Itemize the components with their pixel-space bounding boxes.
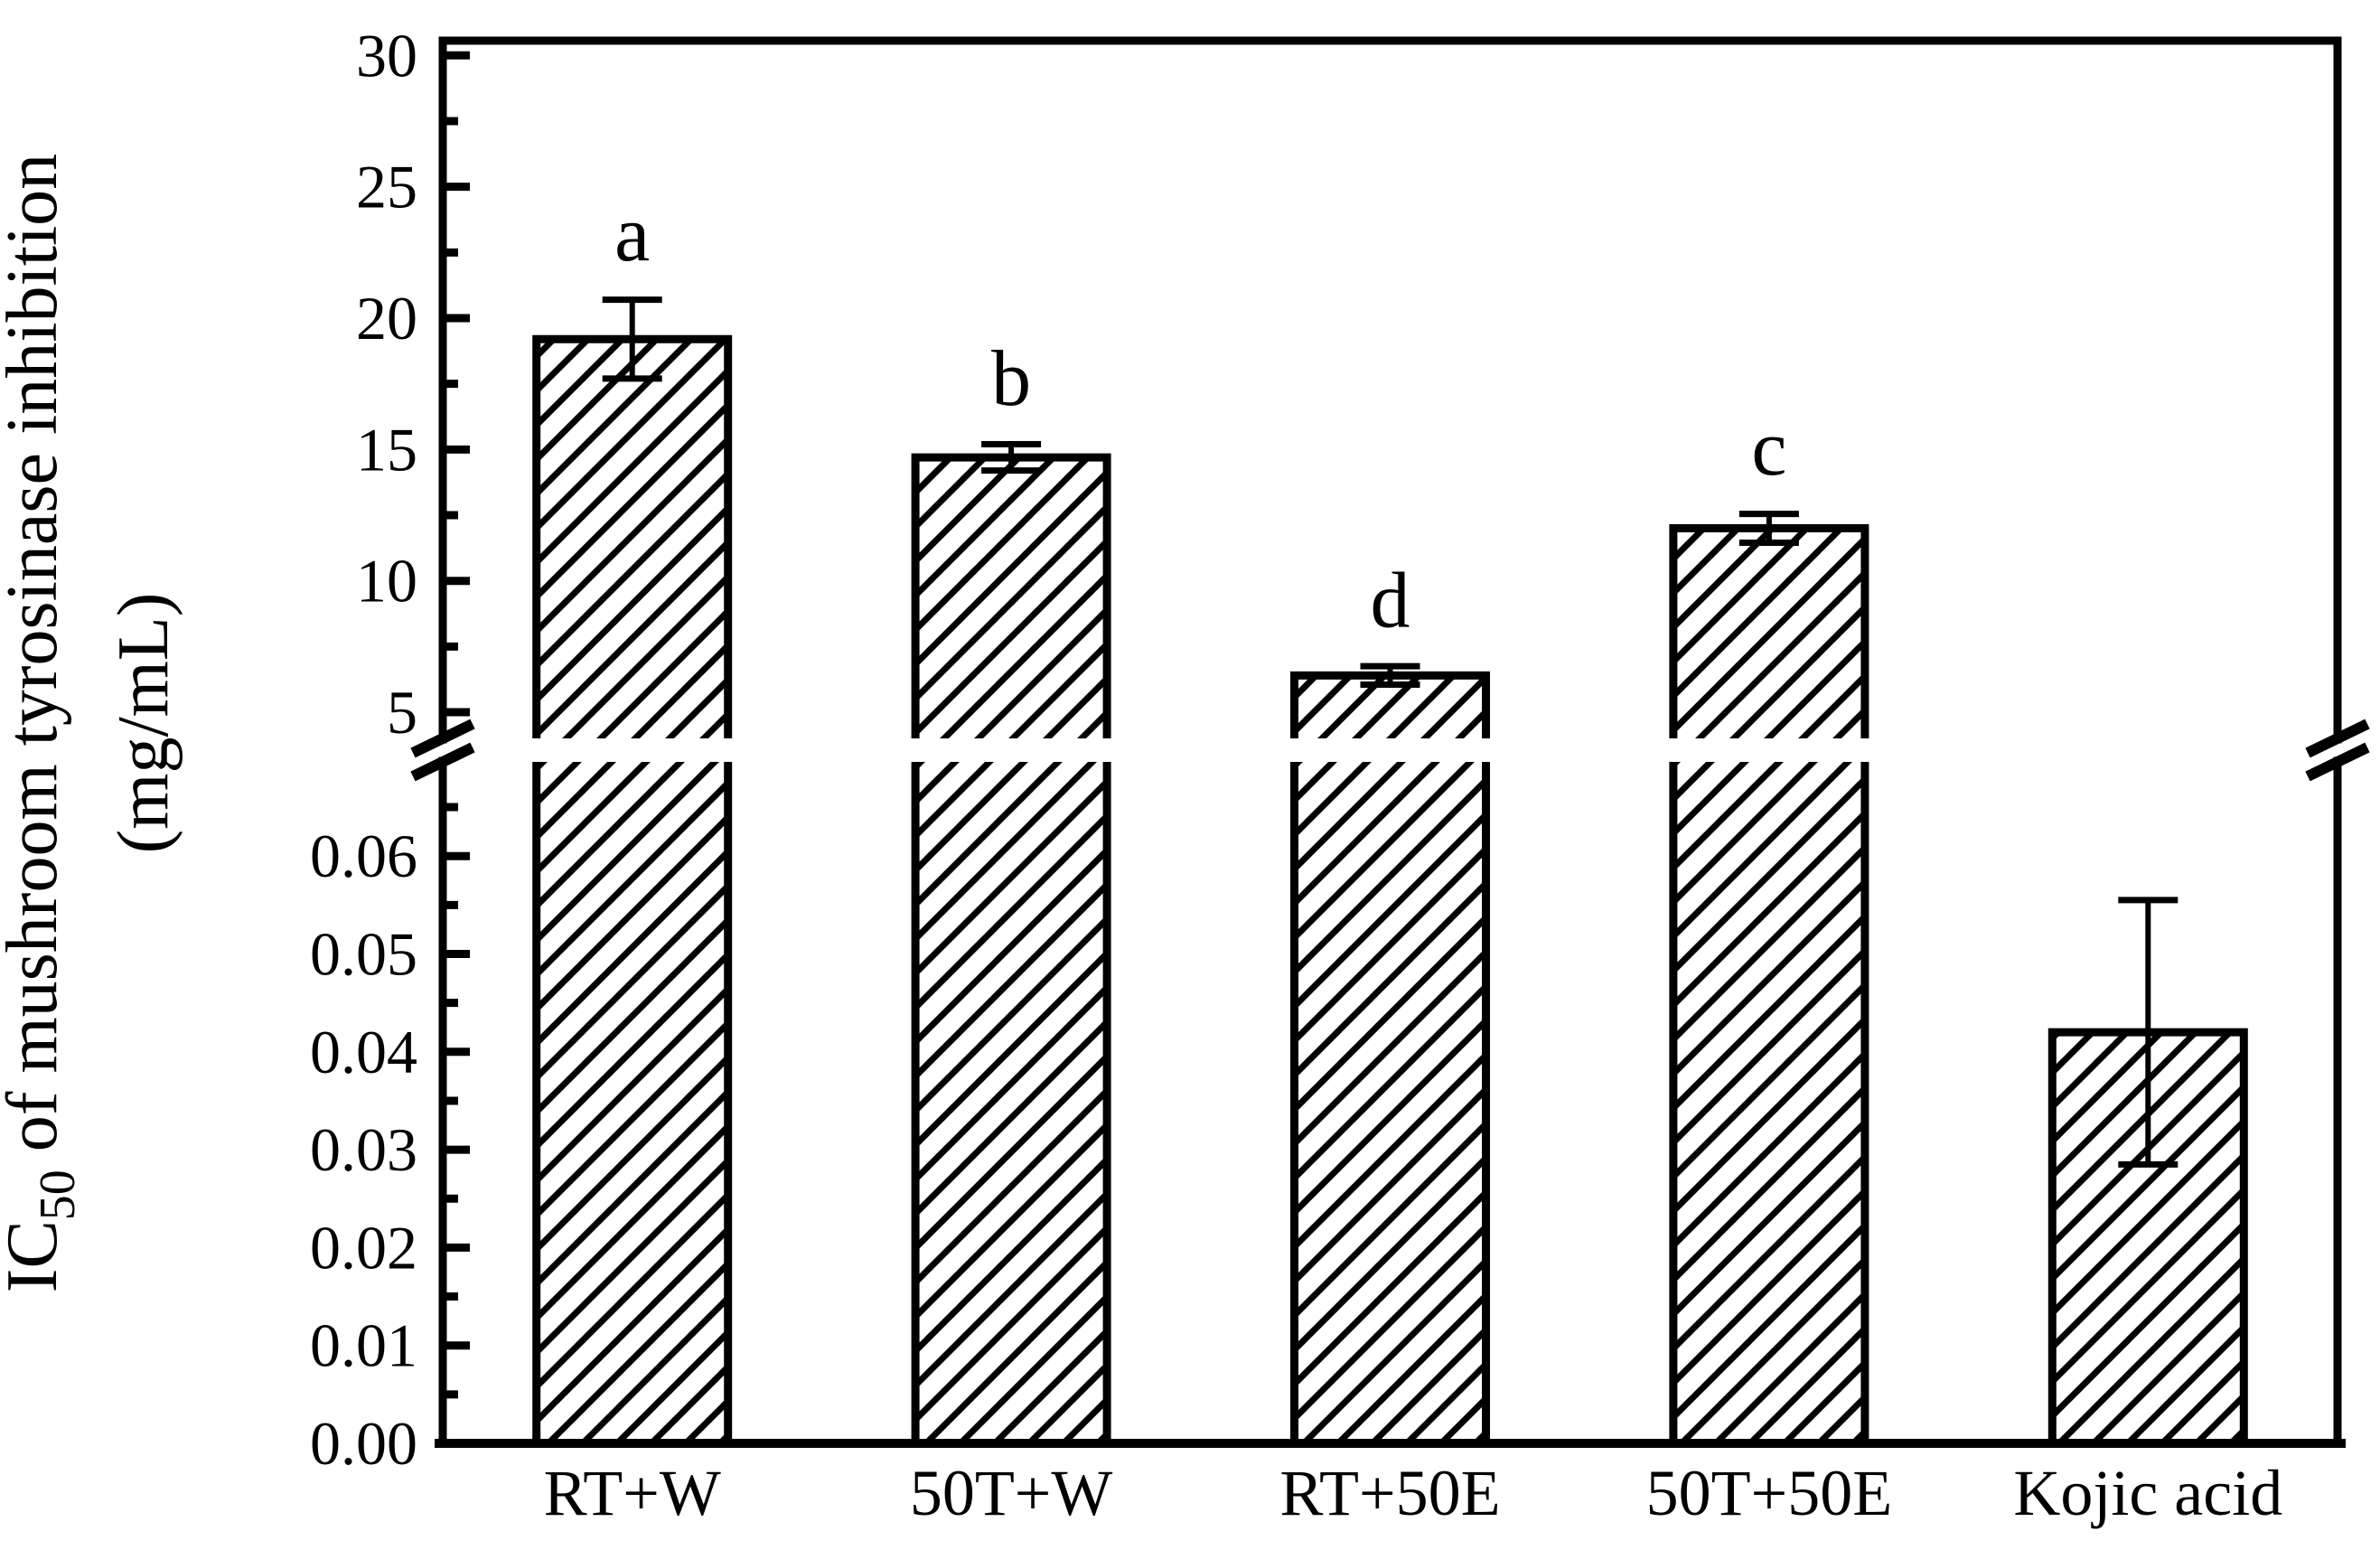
x-category-label-rt-w: RT+W	[544, 1457, 721, 1529]
sig-letter-d: d	[1371, 558, 1410, 645]
plot-frame	[435, 36, 2346, 1448]
error-bar-50t-w	[981, 441, 1042, 474]
axes-group	[410, 36, 2370, 1448]
bar-50t-50e	[1669, 524, 1869, 1443]
bar-rt-w	[532, 334, 733, 1443]
y-axis-title-units: (mg/mL)	[104, 593, 183, 854]
x-category-label-50t-w: 50T+W	[910, 1457, 1113, 1529]
error-bar-rt-w	[602, 296, 662, 382]
y-tick-label-lower: 0.02	[310, 1213, 417, 1282]
y-tick-label-upper: 5	[387, 678, 417, 747]
labels-group: a b d c 5 10 15 20 25 30 0.00 0.01 0.02 0.03 0.04 0.05 0…	[0, 21, 2282, 1529]
error-bar-kojic-acid	[2118, 897, 2179, 1168]
y-tick-label-upper: 20	[356, 284, 417, 352]
y-tick-label-upper: 30	[356, 21, 417, 89]
error-bar-50t-50e	[1738, 511, 1799, 547]
sig-letter-a: a	[614, 191, 650, 278]
y-tick-label-upper: 15	[356, 415, 417, 484]
x-category-label-50t-50e: 50T+50E	[1646, 1457, 1893, 1529]
x-category-label-rt-50e: RT+50E	[1279, 1457, 1500, 1529]
error-bars-group	[602, 296, 2179, 1168]
y-axis-title: IC50 of mushroom tyrosinase inhibition	[0, 154, 86, 1292]
sig-letter-b: b	[991, 335, 1031, 423]
y-tick-label-lower: 0.06	[310, 822, 417, 890]
bar-50t-w	[911, 453, 1111, 1443]
y-tick-label-upper: 25	[356, 153, 417, 221]
bars-group	[532, 334, 2248, 1443]
y-tick-label-lower: 0.00	[310, 1409, 417, 1478]
axis-break-marks	[410, 719, 2370, 782]
y-tick-label-lower: 0.03	[310, 1115, 417, 1184]
x-category-label-kojic-acid: Kojic acid	[2013, 1457, 2282, 1529]
sig-letter-c: c	[1751, 405, 1786, 493]
bar-rt-50e	[1290, 671, 1490, 1443]
y-tick-label-lower: 0.01	[310, 1311, 417, 1380]
error-bar-rt-50e	[1360, 662, 1420, 689]
y-tick-label-upper: 10	[356, 547, 417, 615]
y-tick-label-lower: 0.04	[310, 1018, 417, 1086]
y-tick-label-lower: 0.05	[310, 920, 417, 989]
